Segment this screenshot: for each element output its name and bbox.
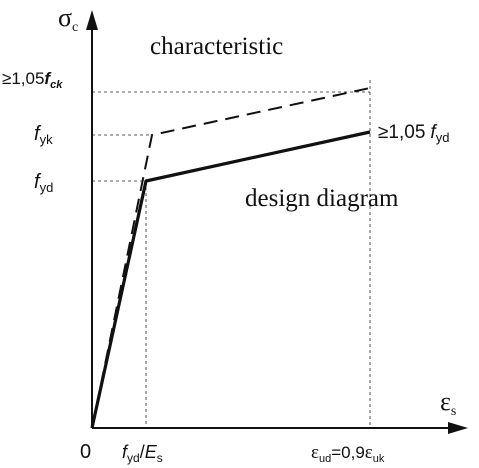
- origin-label: 0: [80, 441, 91, 463]
- characteristic-label: characteristic: [150, 33, 283, 60]
- label-fck: ≥1,05fck: [2, 69, 63, 91]
- design-limit-label: ≥1,05 fyd: [378, 122, 449, 145]
- label-elastic-strain: fyd/Es: [122, 442, 163, 465]
- label-fyk: fyk: [34, 123, 53, 147]
- y-axis-arrow: [86, 10, 98, 30]
- label-fyd: fyd: [34, 171, 53, 195]
- axes: [86, 10, 468, 434]
- guide-lines: [92, 80, 371, 428]
- design-diagram-label: design diagram: [245, 185, 399, 212]
- characteristic-curve: [91, 87, 371, 429]
- x-axis-title: εs: [440, 387, 456, 419]
- design-curve: [90, 130, 371, 429]
- x-axis-arrow: [448, 422, 468, 434]
- y-axis-title: σc: [58, 3, 78, 35]
- label-ultimate-strain: εud=0,9εuk: [311, 442, 385, 465]
